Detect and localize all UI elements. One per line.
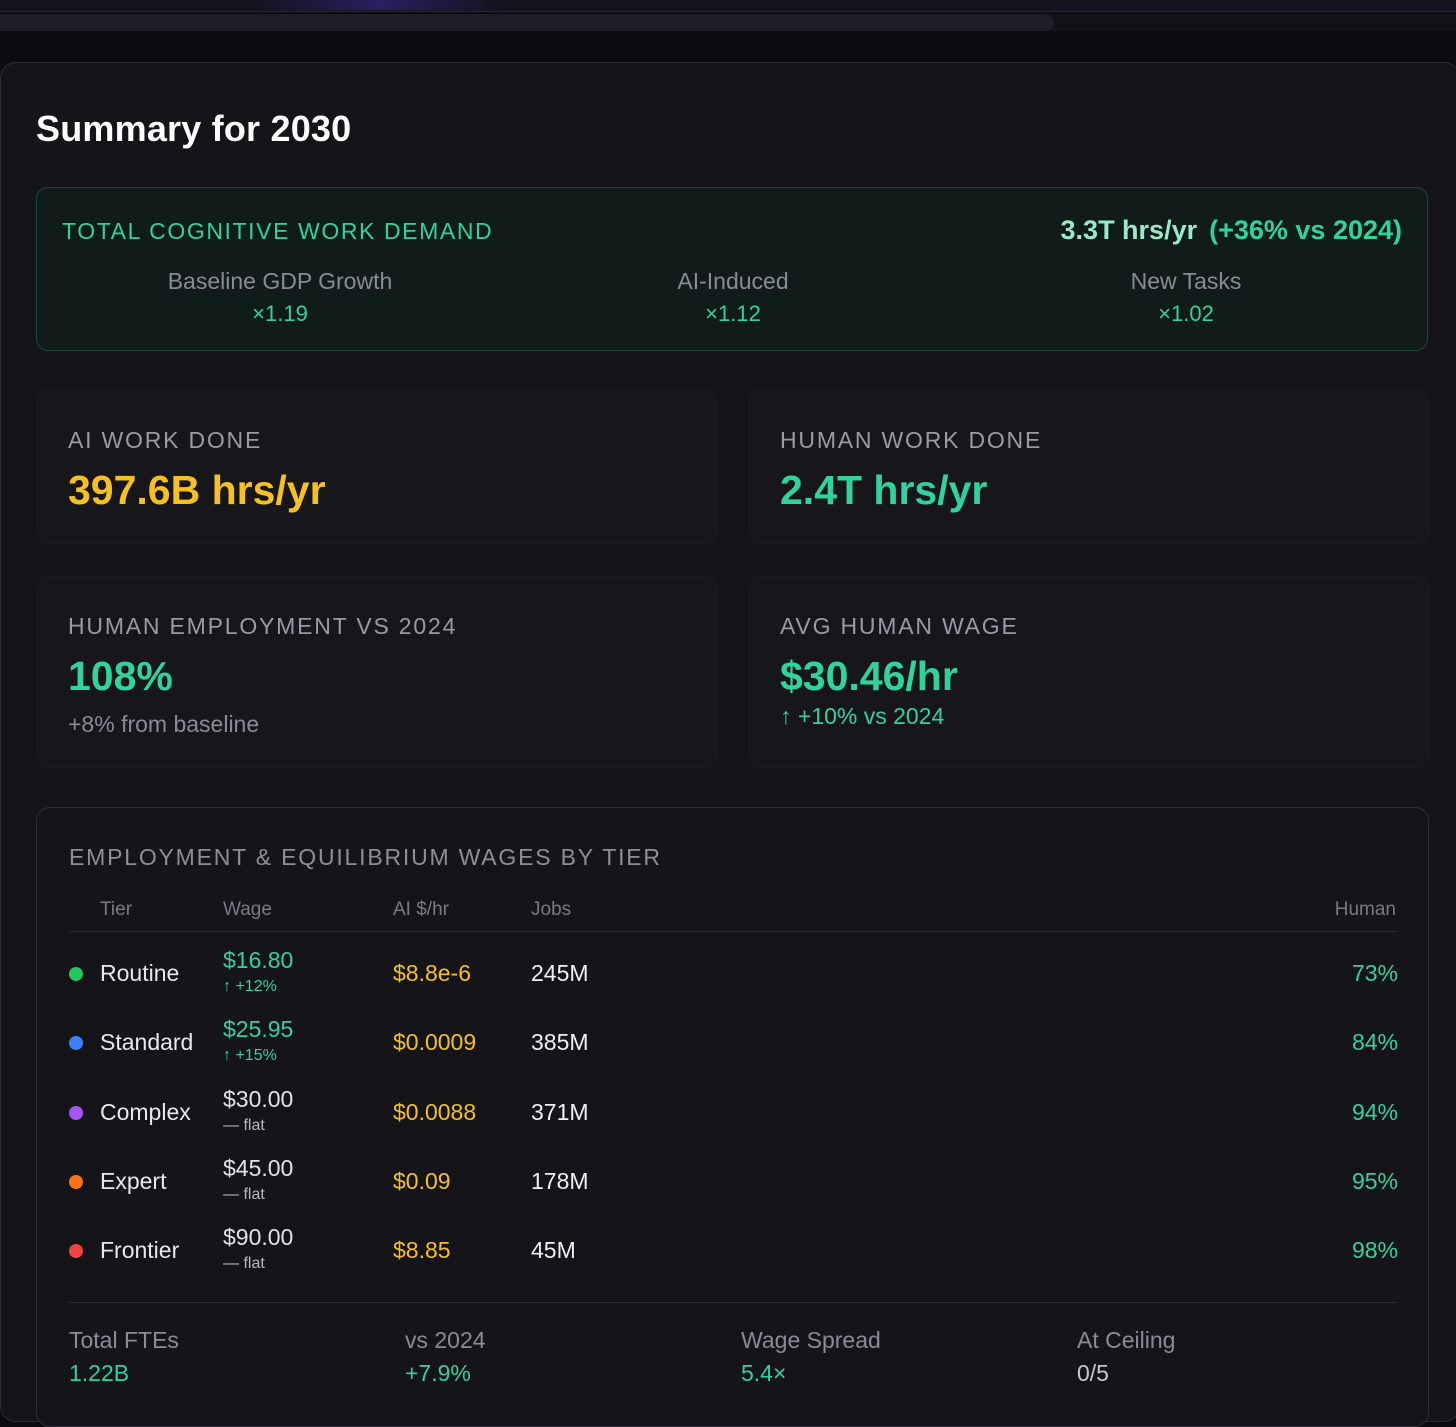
stat-label: vs 2024 xyxy=(405,1327,486,1353)
stat-label: Wage Spread xyxy=(741,1327,881,1353)
tier-wage-change: ↑ +15% xyxy=(223,1047,277,1065)
header-divider xyxy=(69,931,1397,932)
table-title: EMPLOYMENT & EQUILIBRIUM WAGES BY TIER xyxy=(69,844,662,870)
demand-label: TOTAL COGNITIVE WORK DEMAND xyxy=(62,218,494,244)
tier-wage: $16.80 xyxy=(223,947,294,973)
stat-value: 1.22B xyxy=(69,1360,130,1386)
tier-dot-icon xyxy=(69,967,83,981)
tier-dot-icon xyxy=(69,1105,83,1120)
tier-ai-cost: $8.8e-6 xyxy=(393,960,472,986)
stat-value: 0/5 xyxy=(1077,1360,1109,1386)
employment-card: HUMAN EMPLOYMENT VS 2024 108% +8% from b… xyxy=(37,576,717,768)
factor-value: ×1.02 xyxy=(1158,301,1214,326)
ai-work-card: AI WORK DONE 397.6B hrs/yr xyxy=(37,390,717,544)
stat-label: At Ceiling xyxy=(1077,1327,1176,1353)
stat-value: 5.4× xyxy=(741,1360,787,1386)
tier-wage-change: — flat xyxy=(223,1116,265,1134)
tier-human-share: 73% xyxy=(1351,960,1398,986)
stat-total-ftes: Total FTEs 1.22B xyxy=(69,1327,179,1387)
tier-name: Frontier xyxy=(100,1237,180,1264)
tier-dot-icon xyxy=(69,1174,83,1189)
tier-name: Standard xyxy=(100,1029,194,1056)
tier-dot-icon xyxy=(69,1036,83,1051)
tier-name: Expert xyxy=(100,1167,167,1194)
tier-wage-change: — flat xyxy=(223,1185,265,1203)
tab-glow xyxy=(260,0,500,10)
tier-dot-icon xyxy=(69,1244,83,1259)
tier-wage: $90.00 xyxy=(223,1224,294,1251)
card-value: 2.4T hrs/yr xyxy=(780,467,988,513)
column-header-ai: AI $/hr xyxy=(393,899,449,920)
card-label: AVG HUMAN WAGE xyxy=(780,613,1019,639)
tier-human-share: 95% xyxy=(1351,1167,1398,1194)
factor-value: ×1.12 xyxy=(705,301,761,326)
horizontal-scrollbar[interactable] xyxy=(0,14,1054,31)
factor-name: New Tasks xyxy=(1130,268,1242,294)
tier-wage: $45.00 xyxy=(223,1154,294,1181)
tier-human-share: 98% xyxy=(1351,1237,1398,1264)
wage-card: AVG HUMAN WAGE $30.46/hr ↑ +10% vs 2024 xyxy=(749,576,1429,768)
factor-value: ×1.19 xyxy=(252,301,308,326)
column-header-tier: Tier xyxy=(100,899,133,920)
table-row: Complex $30.00 — flat $0.0088 371M 94% xyxy=(37,1078,1430,1147)
table-row: Frontier $90.00 — flat $8.85 45M 98% xyxy=(37,1216,1430,1285)
tier-name: Complex xyxy=(100,1098,191,1125)
tier-ai-cost: $0.09 xyxy=(393,1167,451,1194)
factor-new-tasks: New Tasks ×1.02 xyxy=(1036,268,1336,327)
factor-baseline: Baseline GDP Growth ×1.19 xyxy=(130,268,430,327)
table-row: Expert $45.00 — flat $0.09 178M 95% xyxy=(37,1147,1430,1216)
tier-ai-cost: $0.0088 xyxy=(393,1098,477,1125)
demand-change: (+36% vs 2024) xyxy=(1209,215,1402,245)
column-header-wage: Wage xyxy=(223,899,272,920)
card-subtext: ↑ +10% vs 2024 xyxy=(780,703,945,729)
tier-human-share: 84% xyxy=(1351,1029,1398,1056)
tier-jobs: 178M xyxy=(531,1167,589,1194)
column-header-jobs: Jobs xyxy=(531,899,572,920)
table-row: Standard $25.95 ↑ +15% $0.0009 385M 84% xyxy=(37,1008,1430,1077)
tier-ai-cost: $8.85 xyxy=(393,1237,451,1264)
tier-jobs: 371M xyxy=(531,1098,589,1125)
page-title: Summary for 2030 xyxy=(36,108,352,149)
tier-wage-change: — flat xyxy=(223,1255,265,1273)
footer-divider xyxy=(69,1302,1397,1303)
card-subtext: +8% from baseline xyxy=(68,711,260,737)
tier-table-panel: EMPLOYMENT & EQUILIBRIUM WAGES BY TIER T… xyxy=(36,807,1429,1427)
column-header-human: Human xyxy=(1334,899,1396,920)
table-row: Routine $16.80 ↑ +12% $8.8e-6 245M 73% xyxy=(37,939,1430,1008)
demand-total: 3.3T hrs/yr xyxy=(1060,215,1198,245)
tier-jobs: 385M xyxy=(531,1029,589,1056)
card-label: HUMAN WORK DONE xyxy=(780,427,1043,453)
stat-vs-2024: vs 2024 +7.9% xyxy=(405,1327,486,1387)
tier-wage: $25.95 xyxy=(223,1016,294,1043)
card-label: HUMAN EMPLOYMENT VS 2024 xyxy=(68,613,458,639)
demand-value: 3.3T hrs/yr (+36% vs 2024) xyxy=(1061,215,1402,246)
tier-name: Routine xyxy=(100,960,180,986)
human-work-card: HUMAN WORK DONE 2.4T hrs/yr xyxy=(749,390,1429,544)
tier-wage: $30.00 xyxy=(223,1085,294,1112)
tier-wage-change: ↑ +12% xyxy=(223,978,277,995)
tier-human-share: 94% xyxy=(1351,1098,1398,1125)
card-value: 108% xyxy=(68,653,173,699)
cognitive-demand-card: TOTAL COGNITIVE WORK DEMAND 3.3T hrs/yr (… xyxy=(36,187,1428,351)
tier-ai-cost: $0.0009 xyxy=(393,1029,477,1056)
factor-name: Baseline GDP Growth xyxy=(167,268,393,294)
browser-top-bar xyxy=(0,0,1456,12)
card-value: $30.46/hr xyxy=(780,653,958,699)
factor-ai-induced: AI-Induced ×1.12 xyxy=(583,268,883,327)
tier-jobs: 45M xyxy=(531,1237,576,1264)
card-value: 397.6B hrs/yr xyxy=(68,467,326,513)
card-label: AI WORK DONE xyxy=(68,427,263,453)
stat-wage-spread: Wage Spread 5.4× xyxy=(741,1327,881,1387)
stat-at-ceiling: At Ceiling 0/5 xyxy=(1077,1327,1175,1387)
stat-label: Total FTEs xyxy=(69,1327,179,1353)
tier-jobs: 245M xyxy=(531,960,589,986)
factor-name: AI-Induced xyxy=(677,268,789,294)
stat-value: +7.9% xyxy=(405,1360,471,1386)
